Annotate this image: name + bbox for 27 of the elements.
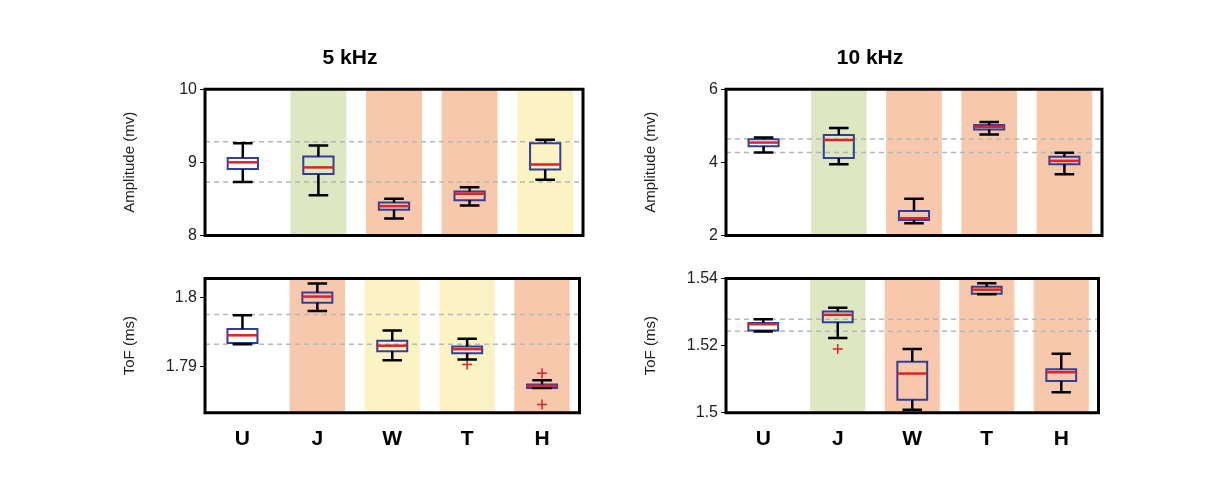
x-tick-label: J (311, 426, 324, 450)
y-tick-label: 6 (709, 79, 719, 97)
y-axis-title: Amplitude (mv) (120, 111, 138, 213)
x-tick-label: J (831, 426, 844, 450)
y-axis-title: ToF (ms) (641, 316, 659, 376)
y-tick-label: 9 (188, 152, 198, 170)
y-axis-title: Amplitude (mv) (641, 111, 659, 213)
y-axis-title: ToF (ms) (120, 316, 138, 376)
y-tick-label: 1.5 (695, 403, 719, 421)
y-tick-label: 10 (179, 79, 198, 97)
y-tick-label: 1.54 (686, 269, 719, 287)
x-tick-label: W (382, 426, 403, 450)
x-tick-label: T (980, 426, 994, 450)
y-tick-label: 8 (188, 225, 198, 243)
x-tick-label: U (234, 426, 251, 450)
y-tick-label: 4 (709, 152, 719, 170)
y-tick-label: 1.52 (686, 336, 719, 354)
y-tick-label: 1.79 (165, 356, 198, 374)
chart-title: 5 kHz (322, 45, 378, 69)
x-tick-label: U (755, 426, 771, 450)
x-tick-label: H (1053, 426, 1069, 450)
y-tick-label: 2 (709, 225, 719, 243)
x-tick-label: H (534, 426, 550, 450)
y-tick-label: 1.8 (174, 287, 198, 305)
chart-title: 10 kHz (836, 45, 904, 69)
x-tick-label: W (902, 426, 923, 450)
x-tick-label: T (460, 426, 474, 450)
